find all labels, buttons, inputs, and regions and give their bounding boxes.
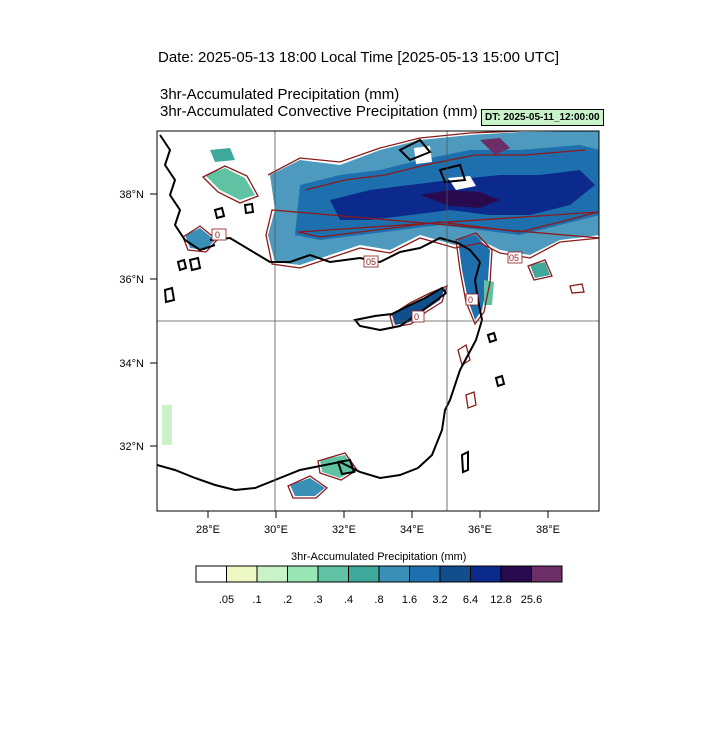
colorbar-swatch <box>439 565 471 583</box>
lat-label: 34°N <box>119 358 144 370</box>
lat-label: 32°N <box>119 441 144 453</box>
colorbar-label: .3 <box>313 594 323 606</box>
map-frame <box>156 130 600 512</box>
lon-label: 36°E <box>468 524 492 536</box>
precip-field-extreme-2 <box>480 138 510 155</box>
colorbar-swatch <box>226 565 258 583</box>
precip-shading <box>162 131 599 496</box>
precip-egypt-1 <box>290 478 325 496</box>
contour-levant <box>455 232 493 326</box>
precip-patch-west-3 <box>210 148 235 162</box>
lon-label: 28°E <box>196 524 220 536</box>
colorbar-swatch <box>378 565 410 583</box>
colorbar-swatch <box>195 565 227 583</box>
colorbar-swatch <box>470 565 502 583</box>
colorbar-swatch <box>287 565 319 583</box>
coast-islands-2 <box>213 202 255 220</box>
precip-gap-1 <box>448 176 476 190</box>
precip-levant <box>458 235 490 320</box>
colorbar-label: .2 <box>282 594 293 606</box>
title-total-precip: 3hr-Accumulated Precipitation (mm) <box>160 86 400 103</box>
date-line: Date: 2025-05-13 18:00 Local Time [2025-… <box>158 49 560 66</box>
coast-aegean <box>159 134 216 252</box>
colorbar-swatch <box>500 565 532 583</box>
colorbar-title: 3hr-Accumulated Precipitation (mm) <box>291 551 467 563</box>
colorbar-label: 12.8 <box>490 594 512 606</box>
colorbar <box>195 565 563 583</box>
contour-east <box>527 259 585 294</box>
contour-label: 0 <box>215 230 220 240</box>
colorbar-label: 25.6 <box>520 594 543 606</box>
contour-label: 05 <box>366 257 376 267</box>
contour-coast-dots <box>457 343 477 409</box>
coast-features-north <box>398 138 467 184</box>
coast-cyprus <box>353 286 448 332</box>
lon-label: 32°E <box>332 524 356 536</box>
colorbar-label: .1 <box>252 594 262 606</box>
coast-features-east <box>460 331 506 474</box>
lat-labels: 38°N 36°N 34°N 32°N <box>119 189 144 453</box>
precip-east-patch <box>530 262 550 278</box>
precip-field-extreme <box>420 190 500 208</box>
contour-label: 0 <box>468 295 473 305</box>
lon-label: 30°E <box>264 524 288 536</box>
lat-label: 38°N <box>119 189 144 201</box>
colorbar-swatch <box>531 565 563 583</box>
contour-west-1 <box>201 165 259 204</box>
precip-light-strip <box>162 405 172 445</box>
colorbar-label: 3.2 <box>432 594 448 606</box>
axis-ticks <box>150 193 549 518</box>
colorbar-label: 6.4 <box>462 594 479 606</box>
precip-cyprus <box>392 288 445 325</box>
contour-label: 05 <box>509 253 519 263</box>
lon-label: 38°E <box>536 524 560 536</box>
colorbar-swatch <box>348 565 380 583</box>
colorbar-swatch <box>409 565 441 583</box>
coastlines <box>157 134 506 492</box>
contour-label: 0 <box>414 312 419 322</box>
colorbar-label: .8 <box>374 594 384 606</box>
gridlines <box>157 131 599 511</box>
colorbar-swatch <box>256 565 288 583</box>
coast-features-egypt <box>336 458 356 476</box>
contour-egypt <box>287 452 358 499</box>
colorbar-label: 1.6 <box>401 594 418 606</box>
coast-islands-1 <box>163 256 202 304</box>
contour-label-group: 0 05 0 05 0 <box>211 228 523 323</box>
lon-label: 34°E <box>400 524 424 536</box>
precip-patch-west-1 <box>205 168 255 200</box>
coast-north-africa <box>157 460 419 492</box>
colorbar-label: .4 <box>343 594 354 606</box>
colorbar-swatch <box>317 565 349 583</box>
lat-label: 36°N <box>119 274 144 286</box>
title-convective-precip: 3hr-Accumulated Convective Precipitation… <box>160 103 478 120</box>
dt-label: DT: 2025-05-11_12:00:00 <box>481 109 604 126</box>
contour-north-inner <box>297 149 599 238</box>
colorbar-label: .05 <box>218 594 235 606</box>
lon-labels: 28°E 30°E 32°E 34°E 36°E 38°E <box>196 524 560 536</box>
coast-turkey <box>209 236 481 264</box>
